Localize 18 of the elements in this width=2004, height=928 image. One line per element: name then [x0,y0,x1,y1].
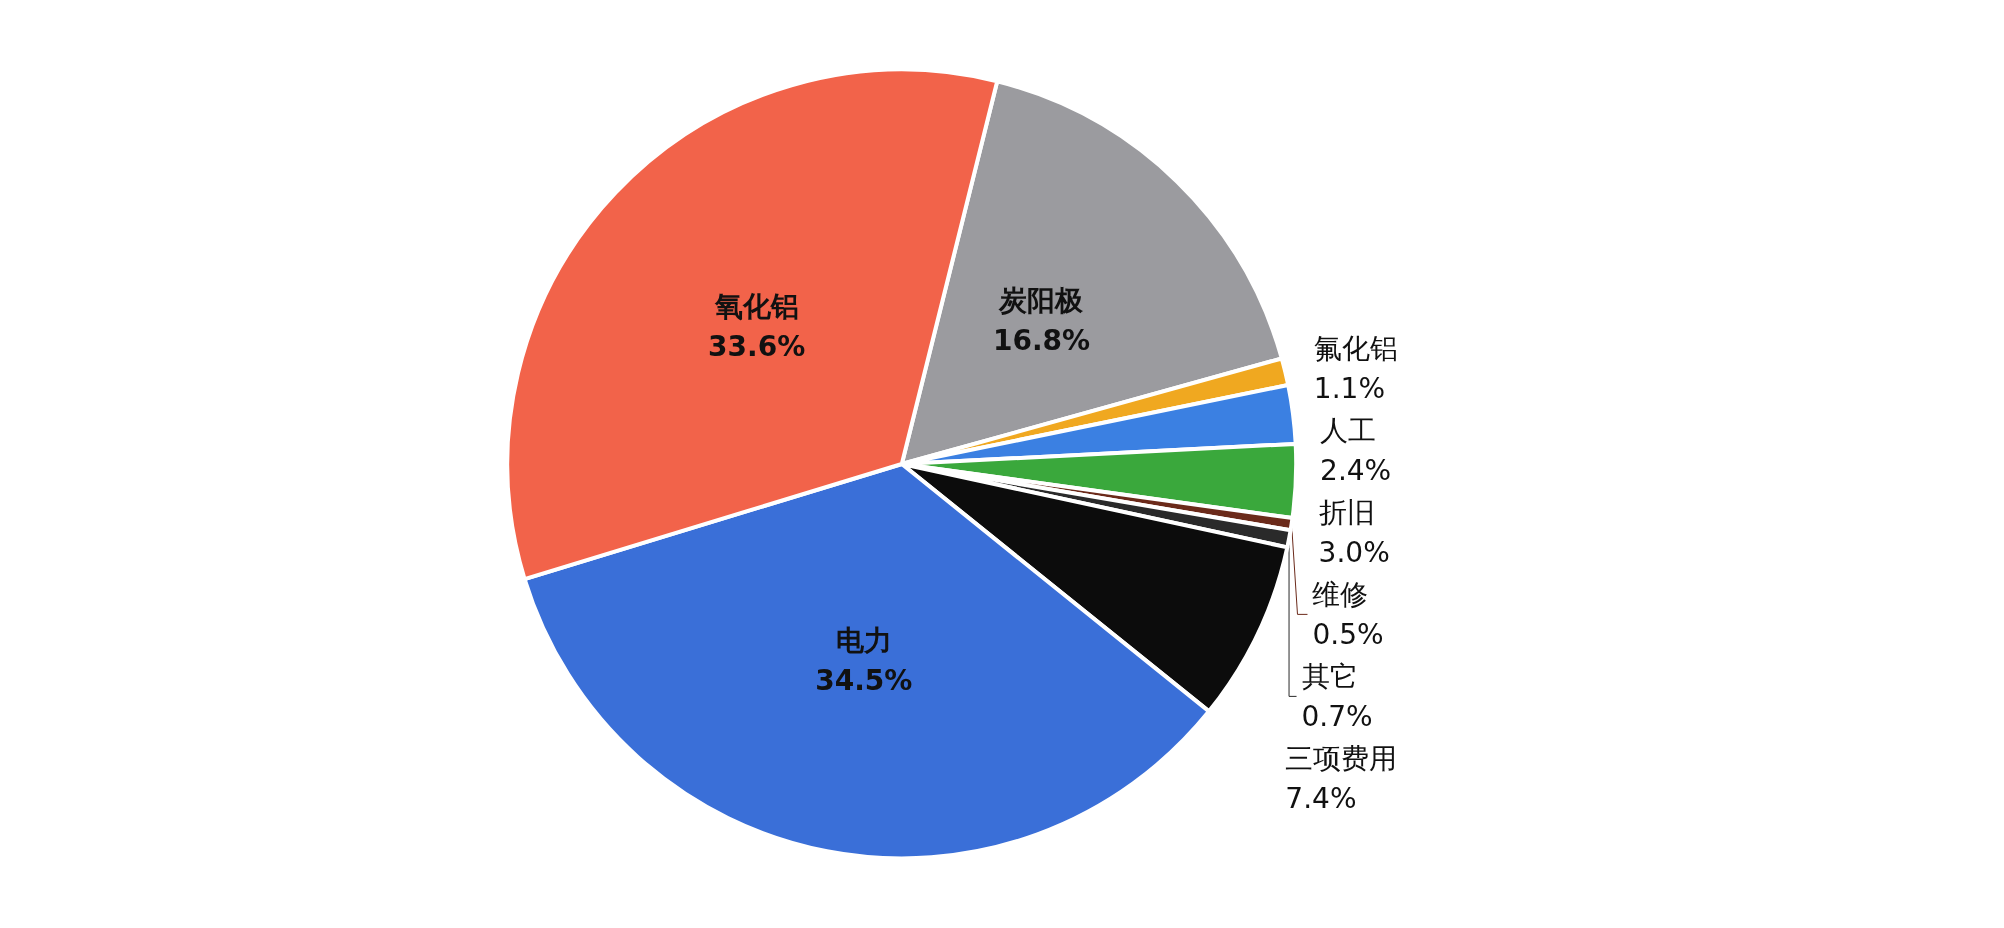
data-label: 3.0% [1318,535,1390,569]
data-label: 1.1% [1313,371,1385,405]
slice-label: 维修 [1312,577,1369,611]
data-label: 33.6% [708,329,806,363]
data-label: 2.4% [1320,453,1392,487]
data-label: 34.5% [815,664,913,698]
slice-label: 氟化铝 [1313,331,1398,365]
data-label: 0.5% [1312,617,1384,651]
data-label: 16.8% [992,324,1091,358]
data-label: 0.7% [1301,699,1373,733]
slice-label: 折旧 [1318,495,1375,529]
data-label: 7.4% [1285,781,1357,815]
slice-label: 氧化铝 [713,289,799,323]
slice-label: 电力 [835,624,892,658]
slice-label: 三项费用 [1285,741,1398,775]
slice-label: 人工 [1320,413,1377,447]
slice-label: 炭阳极 [998,284,1085,318]
slice-label: 其它 [1301,659,1358,693]
